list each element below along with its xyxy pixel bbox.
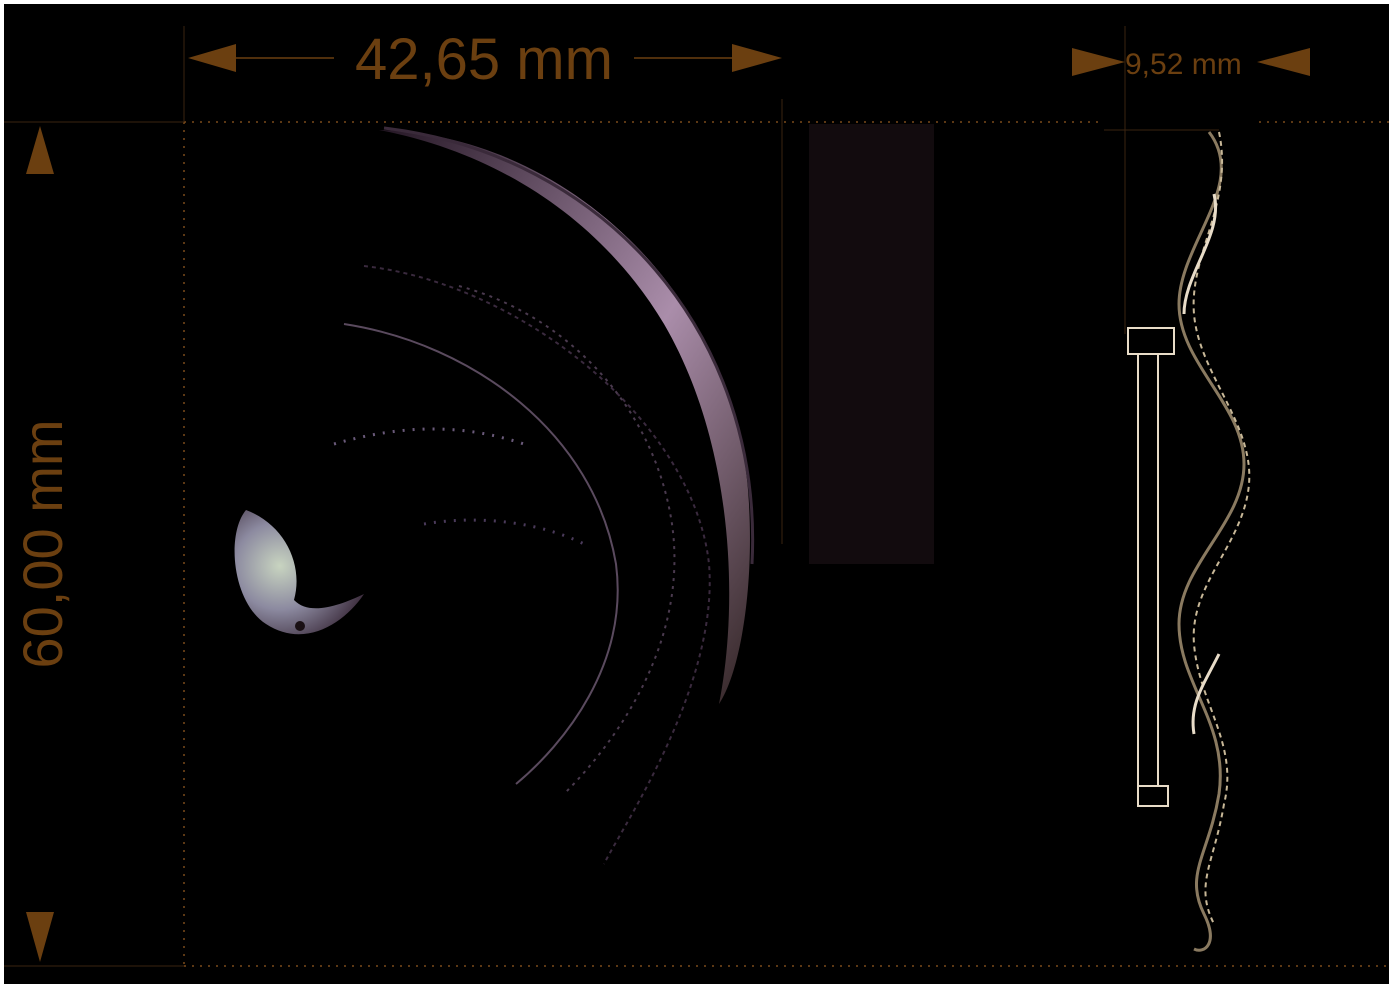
part-front-view [234, 124, 934, 865]
clip-head-top [1127, 327, 1175, 355]
thickness-arrow-right [1257, 48, 1310, 76]
background-strip [809, 124, 934, 564]
inner-ring-dots-2 [423, 518, 585, 546]
thickness-dimension: 9,52 mm [1072, 48, 1310, 81]
thickness-label: 9,52 mm [1125, 48, 1242, 81]
height-arrow-bottom [26, 912, 54, 962]
wave-profile-outer [1177, 131, 1246, 952]
inner-ring-arc-2 [458, 285, 676, 795]
width-arrow-right [732, 44, 782, 72]
technical-drawing: 42,65 mm 60,00 mm 9,52 mm [4, 26, 1389, 967]
height-label: 60,00 mm [11, 420, 74, 669]
height-arrow-top [26, 126, 54, 174]
width-arrow-left [188, 44, 236, 72]
wave-profile-highlight-2 [1191, 653, 1221, 735]
thickness-arrow-left [1072, 48, 1125, 76]
inner-ring-arc [363, 265, 711, 865]
diagram-canvas: 42,65 mm 60,00 mm 9,52 mm [4, 4, 1389, 984]
inner-ring-arc-3 [343, 323, 619, 785]
center-cap [234, 510, 364, 635]
width-dimension: 42,65 mm [188, 27, 782, 92]
guide-lines [183, 121, 1389, 967]
wave-profile-highlight [1182, 193, 1218, 315]
clip-head-bottom [1137, 785, 1169, 807]
inner-ring-dots [333, 427, 525, 446]
rim-outer-arc [379, 130, 750, 704]
rim-outer-edge [383, 126, 755, 565]
center-cap-hole [295, 621, 305, 631]
part-side-view [1104, 129, 1251, 952]
height-dimension: 60,00 mm [11, 126, 74, 962]
width-label: 42,65 mm [355, 27, 613, 92]
extension-lines [4, 26, 1126, 967]
wave-profile-inner [1192, 131, 1251, 925]
clip-shaft [1137, 353, 1159, 787]
